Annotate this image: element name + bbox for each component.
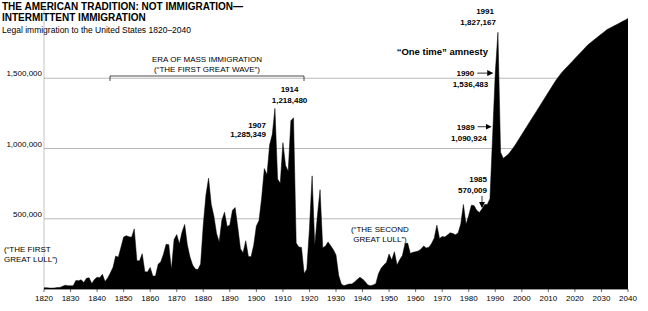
x-tick-label: 1900 — [247, 294, 265, 303]
x-tick — [415, 289, 416, 292]
y-tick-label: 1,500,000 — [6, 69, 42, 78]
x-tick — [442, 289, 443, 292]
x-tick — [229, 289, 230, 292]
x-tick — [362, 289, 363, 292]
x-tick-label: 1910 — [274, 294, 292, 303]
x-tick — [44, 289, 45, 292]
annotation: (“THE SECONDGREAT LULL”) — [351, 225, 409, 244]
x-tick-label: 1930 — [327, 294, 345, 303]
year-label: 1914 — [281, 85, 299, 94]
x-tick — [521, 289, 522, 292]
title: THE AMERICAN TRADITION: NOT IMMIGRATION—… — [2, 1, 243, 23]
grid-line — [44, 78, 628, 79]
annotation-arrow — [482, 196, 483, 207]
year-label: 1985 — [469, 175, 487, 184]
value-label: 1,827,167 — [460, 18, 496, 27]
x-tick — [150, 289, 151, 292]
x-tick — [468, 289, 469, 292]
year-label: 1907 — [248, 121, 266, 130]
annotation: “One time” amnesty — [397, 46, 489, 57]
x-tick — [203, 289, 204, 292]
x-tick-label: 1870 — [168, 294, 186, 303]
x-tick — [548, 289, 549, 292]
x-tick — [601, 289, 602, 292]
x-tick — [389, 289, 390, 292]
x-tick-label: 1840 — [88, 294, 106, 303]
x-tick-label: 2030 — [593, 294, 611, 303]
x-tick-label: 2010 — [539, 294, 557, 303]
x-tick — [336, 289, 337, 292]
value-label: 570,009 — [458, 186, 487, 195]
annotation-arrow — [478, 126, 491, 127]
plot-area — [44, 19, 628, 289]
value-label: 1,285,349 — [230, 130, 266, 139]
x-tick-label: 1970 — [433, 294, 451, 303]
x-tick — [123, 289, 124, 292]
x-tick-label: 1990 — [486, 294, 504, 303]
x-tick-label: 1830 — [62, 294, 80, 303]
x-tick — [574, 289, 575, 292]
x-tick-label: 1820 — [35, 294, 53, 303]
chart: THE AMERICAN TRADITION: NOT IMMIGRATION—… — [0, 0, 648, 311]
x-tick-label: 1940 — [354, 294, 372, 303]
year-label: 1989 — [457, 123, 475, 132]
x-tick-label: 2000 — [513, 294, 531, 303]
annotation-arrow — [477, 73, 492, 74]
x-tick-label: 1860 — [141, 294, 159, 303]
x-tick-label: 1850 — [115, 294, 133, 303]
x-tick-label: 2040 — [619, 294, 637, 303]
x-tick — [70, 289, 71, 292]
x-tick — [628, 289, 629, 292]
x-tick — [282, 289, 283, 292]
value-label: 1,090,924 — [451, 134, 487, 143]
x-tick-label: 1960 — [407, 294, 425, 303]
x-tick-label: 2020 — [566, 294, 584, 303]
annotation: ERA OF MASS IMMIGRATION(“THE FIRST GREAT… — [152, 55, 262, 74]
x-tick-label: 1890 — [221, 294, 239, 303]
y-tick-label: 500,000 — [13, 210, 42, 219]
x-tick — [97, 289, 98, 292]
annotation: (“THE FIRSTGREAT LULL”) — [4, 245, 58, 264]
x-tick — [495, 289, 496, 292]
year-label: 1991 — [476, 7, 494, 16]
x-tick — [176, 289, 177, 292]
era-bracket — [110, 76, 304, 81]
x-tick-label: 1880 — [194, 294, 212, 303]
x-tick — [256, 289, 257, 292]
value-label: 1,218,480 — [272, 96, 308, 105]
year-label: 1990 — [456, 69, 474, 78]
x-tick-label: 1920 — [301, 294, 319, 303]
y-tick-label: 1,000,000 — [6, 140, 42, 149]
subtitle: Legal immigration to the United States 1… — [2, 25, 191, 35]
immigration-area — [44, 19, 628, 289]
x-tick-label: 1980 — [460, 294, 478, 303]
value-label: 1,536,483 — [453, 80, 489, 89]
x-tick — [309, 289, 310, 292]
x-tick-label: 1950 — [380, 294, 398, 303]
